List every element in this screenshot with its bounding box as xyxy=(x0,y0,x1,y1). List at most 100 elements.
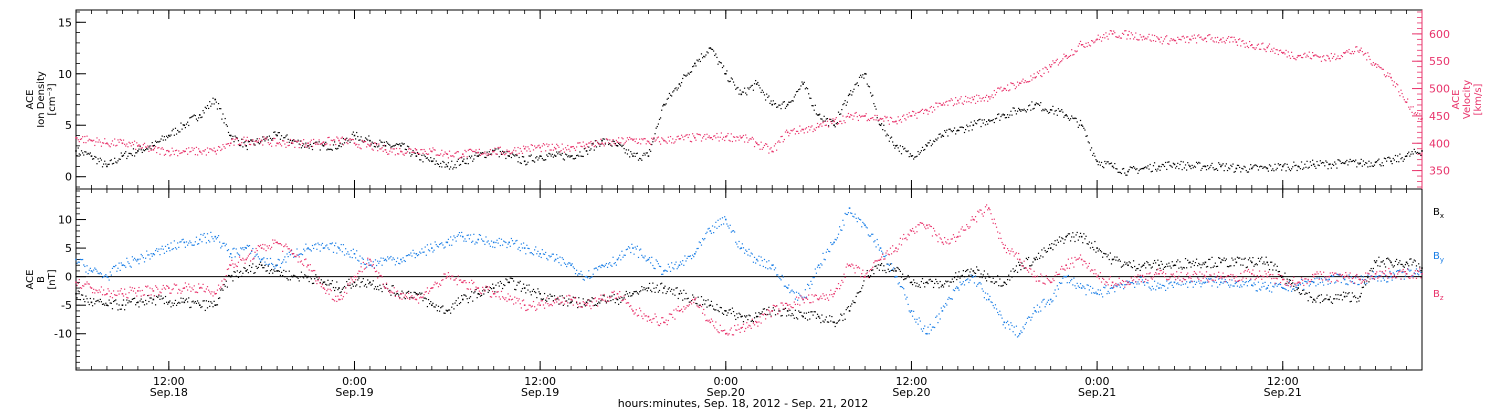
data-dot xyxy=(285,270,287,273)
data-dot xyxy=(732,136,735,138)
data-dot xyxy=(1244,257,1246,259)
data-dot xyxy=(320,279,322,281)
data-dot xyxy=(329,282,331,285)
data-dot xyxy=(894,268,896,270)
data-dot xyxy=(290,142,293,144)
data-dot xyxy=(252,140,254,142)
data-point xyxy=(1034,76,1037,79)
data-dot xyxy=(1162,268,1165,270)
data-dot xyxy=(192,300,194,302)
data-dot xyxy=(1077,126,1079,128)
data-dot xyxy=(1284,53,1286,55)
data-dot xyxy=(797,130,799,133)
data-dot xyxy=(893,144,895,147)
data-dot xyxy=(1022,109,1024,111)
data-dot xyxy=(1398,262,1400,264)
data-dot xyxy=(104,275,106,277)
data-dot xyxy=(1083,45,1085,48)
data-dot xyxy=(640,248,642,250)
data-dot xyxy=(87,272,89,275)
data-point xyxy=(786,131,789,134)
data-dot xyxy=(673,268,675,270)
data-dot xyxy=(246,244,248,247)
data-dot xyxy=(163,252,166,254)
data-dot xyxy=(980,273,982,275)
data-dot xyxy=(366,138,368,140)
data-dot xyxy=(122,264,125,266)
data-dot xyxy=(1129,38,1131,40)
data-dot xyxy=(878,269,881,271)
data-dot xyxy=(917,323,919,325)
data-dot xyxy=(642,289,644,291)
data-dot xyxy=(139,144,141,147)
data-dot xyxy=(1113,258,1115,260)
data-dot xyxy=(1267,170,1269,172)
data-dot xyxy=(284,276,286,278)
data-dot xyxy=(666,98,668,100)
data-dot xyxy=(1114,256,1116,258)
data-dot xyxy=(951,99,953,101)
data-dot xyxy=(778,310,780,312)
data-dot xyxy=(1250,260,1252,262)
data-dot xyxy=(1027,81,1030,83)
data-dot xyxy=(1327,55,1329,57)
data-dot xyxy=(1025,81,1027,83)
data-dot xyxy=(294,140,296,142)
data-dot xyxy=(551,253,553,255)
data-dot xyxy=(863,223,865,225)
data-point xyxy=(461,235,464,238)
data-dot xyxy=(337,147,339,150)
data-dot xyxy=(515,289,517,291)
data-dot xyxy=(814,104,816,106)
data-dot xyxy=(243,266,245,269)
data-dot xyxy=(635,248,637,250)
data-dot xyxy=(1289,170,1292,172)
data-dot xyxy=(174,247,177,249)
data-dot xyxy=(340,137,342,139)
data-dot xyxy=(1283,164,1285,166)
y-tick-label: -5 xyxy=(61,299,72,312)
data-dot xyxy=(1097,34,1099,36)
data-dot xyxy=(875,265,877,267)
data-dot xyxy=(1314,299,1316,301)
data-dot xyxy=(251,250,253,252)
data-dot xyxy=(738,93,740,95)
data-dot xyxy=(175,133,178,135)
data-point xyxy=(694,136,696,139)
data-dot xyxy=(80,259,83,261)
data-dot xyxy=(832,118,834,120)
data-dot xyxy=(1222,37,1224,39)
data-dot xyxy=(594,140,596,142)
data-dot xyxy=(894,121,896,123)
data-point xyxy=(90,301,93,304)
data-point xyxy=(678,138,681,140)
data-dot xyxy=(1268,268,1271,271)
data-dot xyxy=(188,242,190,244)
data-dot xyxy=(403,154,405,156)
data-dot xyxy=(272,138,274,140)
data-dot xyxy=(718,225,720,228)
data-dot xyxy=(441,306,443,308)
data-dot xyxy=(739,89,741,91)
data-dot xyxy=(1356,301,1358,303)
data-dot xyxy=(605,262,608,265)
data-dot xyxy=(857,119,860,122)
data-dot xyxy=(1032,108,1034,110)
data-dot xyxy=(498,147,500,149)
data-dot xyxy=(341,143,343,145)
data-point xyxy=(245,145,247,147)
data-dot xyxy=(704,303,706,305)
data-dot xyxy=(750,138,752,140)
data-dot xyxy=(987,273,989,275)
data-dot xyxy=(149,145,151,147)
data-dot xyxy=(1086,243,1088,245)
data-dot xyxy=(83,154,85,156)
data-dot xyxy=(1131,34,1134,36)
data-dot xyxy=(1409,258,1411,260)
data-dot xyxy=(203,150,205,152)
data-dot xyxy=(1389,73,1391,75)
data-dot xyxy=(890,269,893,271)
data-dot xyxy=(389,150,391,152)
data-dot xyxy=(237,140,240,142)
legend-label-subscript: x xyxy=(1440,212,1444,220)
